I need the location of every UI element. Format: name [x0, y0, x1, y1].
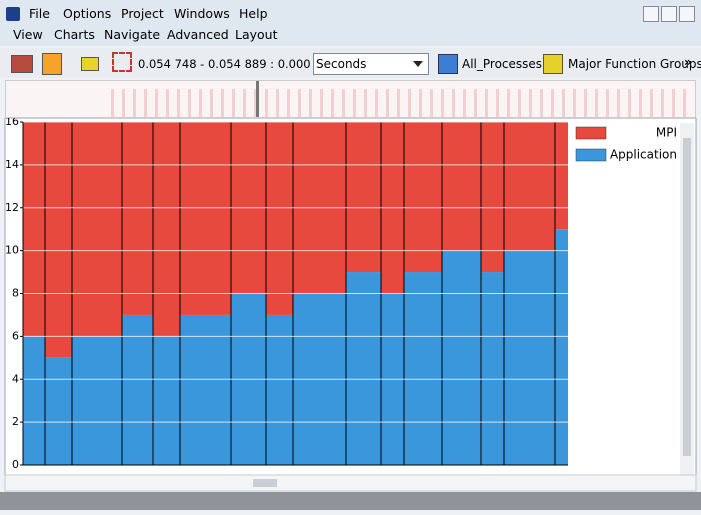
menu-item[interactable]: File	[29, 6, 50, 21]
y-tick-label: 6	[12, 329, 19, 342]
y-tick-label: 14	[5, 158, 19, 171]
menu-item[interactable]: Advanced	[167, 27, 229, 42]
y-tick-label: 0	[12, 458, 19, 471]
unit-value: Seconds	[316, 57, 367, 71]
bar-segment	[266, 122, 293, 315]
bar-segment	[404, 122, 442, 273]
bar-segment	[122, 314, 153, 465]
menu-item[interactable]: Layout	[235, 27, 278, 42]
bar-segment	[122, 122, 153, 315]
legend-label: MPI	[656, 126, 677, 140]
menu-area	[0, 0, 701, 46]
bar-segment	[555, 229, 568, 465]
vertical-scroll-thumb[interactable]	[683, 138, 691, 456]
bar-segment	[72, 122, 122, 337]
function-group[interactable]: Major Function Groups	[568, 57, 701, 71]
y-tick-label: 8	[12, 287, 19, 300]
function-icon[interactable]	[543, 54, 563, 74]
bar-segment	[180, 122, 231, 315]
bar-segment	[153, 122, 180, 337]
bar-segment	[72, 336, 122, 465]
bar-segment	[23, 336, 45, 465]
chart: 0 2 4 6 8 10 12 14 16 MPI Application	[0, 118, 701, 510]
timeline-bars	[111, 89, 691, 117]
unit-dropdown[interactable]: Seconds	[313, 53, 429, 75]
time-range: 0.054 748 - 0.054 889 : 0.000 141	[138, 57, 337, 71]
info-icon[interactable]	[42, 53, 62, 75]
menu-item[interactable]: Options	[63, 6, 112, 21]
bar-segment	[45, 357, 72, 465]
bar-segment	[23, 122, 45, 337]
bar-segment	[481, 272, 504, 465]
legend-swatch	[575, 148, 607, 162]
y-tick-label: 10	[5, 244, 19, 257]
bar-segment	[404, 272, 442, 465]
menu-item[interactable]: Help	[239, 6, 268, 21]
bar-segment	[153, 336, 180, 465]
bar-segment	[266, 314, 293, 465]
bar-segment	[180, 314, 231, 465]
toolbar-icon[interactable]	[11, 55, 33, 73]
menu-item[interactable]: Project	[121, 6, 164, 21]
toolbar-more[interactable]: »	[684, 55, 692, 69]
menu-item[interactable]: Windows	[174, 6, 230, 21]
dropdown-arrow	[413, 61, 423, 67]
legend-swatch	[575, 126, 607, 140]
select-icon[interactable]	[112, 52, 132, 72]
y-tick-label: 4	[12, 372, 19, 385]
bar-segment	[504, 122, 555, 251]
bar-segment	[442, 250, 481, 465]
horizontal-scrollbar[interactable]	[4, 474, 697, 492]
close-button[interactable]	[679, 6, 695, 22]
bar-segment	[346, 122, 381, 273]
timeline-cursor	[256, 81, 259, 117]
process-group[interactable]: All_Processes	[462, 57, 543, 71]
menu-item[interactable]: View	[13, 27, 43, 42]
zoom-icon[interactable]	[81, 57, 99, 71]
bar-segment	[45, 122, 72, 358]
legend-label: Application	[610, 148, 677, 162]
y-tick-label: 16	[5, 118, 19, 128]
menu-item[interactable]: Charts	[54, 27, 95, 42]
window-buttons	[643, 6, 695, 22]
minimize-button[interactable]	[643, 6, 659, 22]
y-tick-label: 2	[12, 415, 19, 428]
bar-segment	[442, 122, 481, 251]
app-icon	[6, 7, 20, 21]
menu-item[interactable]: Navigate	[104, 27, 161, 42]
process-icon[interactable]	[438, 54, 458, 74]
bar-segment	[481, 122, 504, 273]
restore-button[interactable]	[661, 6, 677, 22]
bar-segment	[346, 272, 381, 465]
y-tick-label: 12	[5, 201, 19, 214]
bar-segment	[555, 122, 568, 230]
bar-segment	[504, 250, 555, 465]
horizontal-scroll-thumb[interactable]	[253, 479, 277, 487]
timeline-overview	[5, 80, 696, 118]
status-bar	[0, 492, 701, 510]
